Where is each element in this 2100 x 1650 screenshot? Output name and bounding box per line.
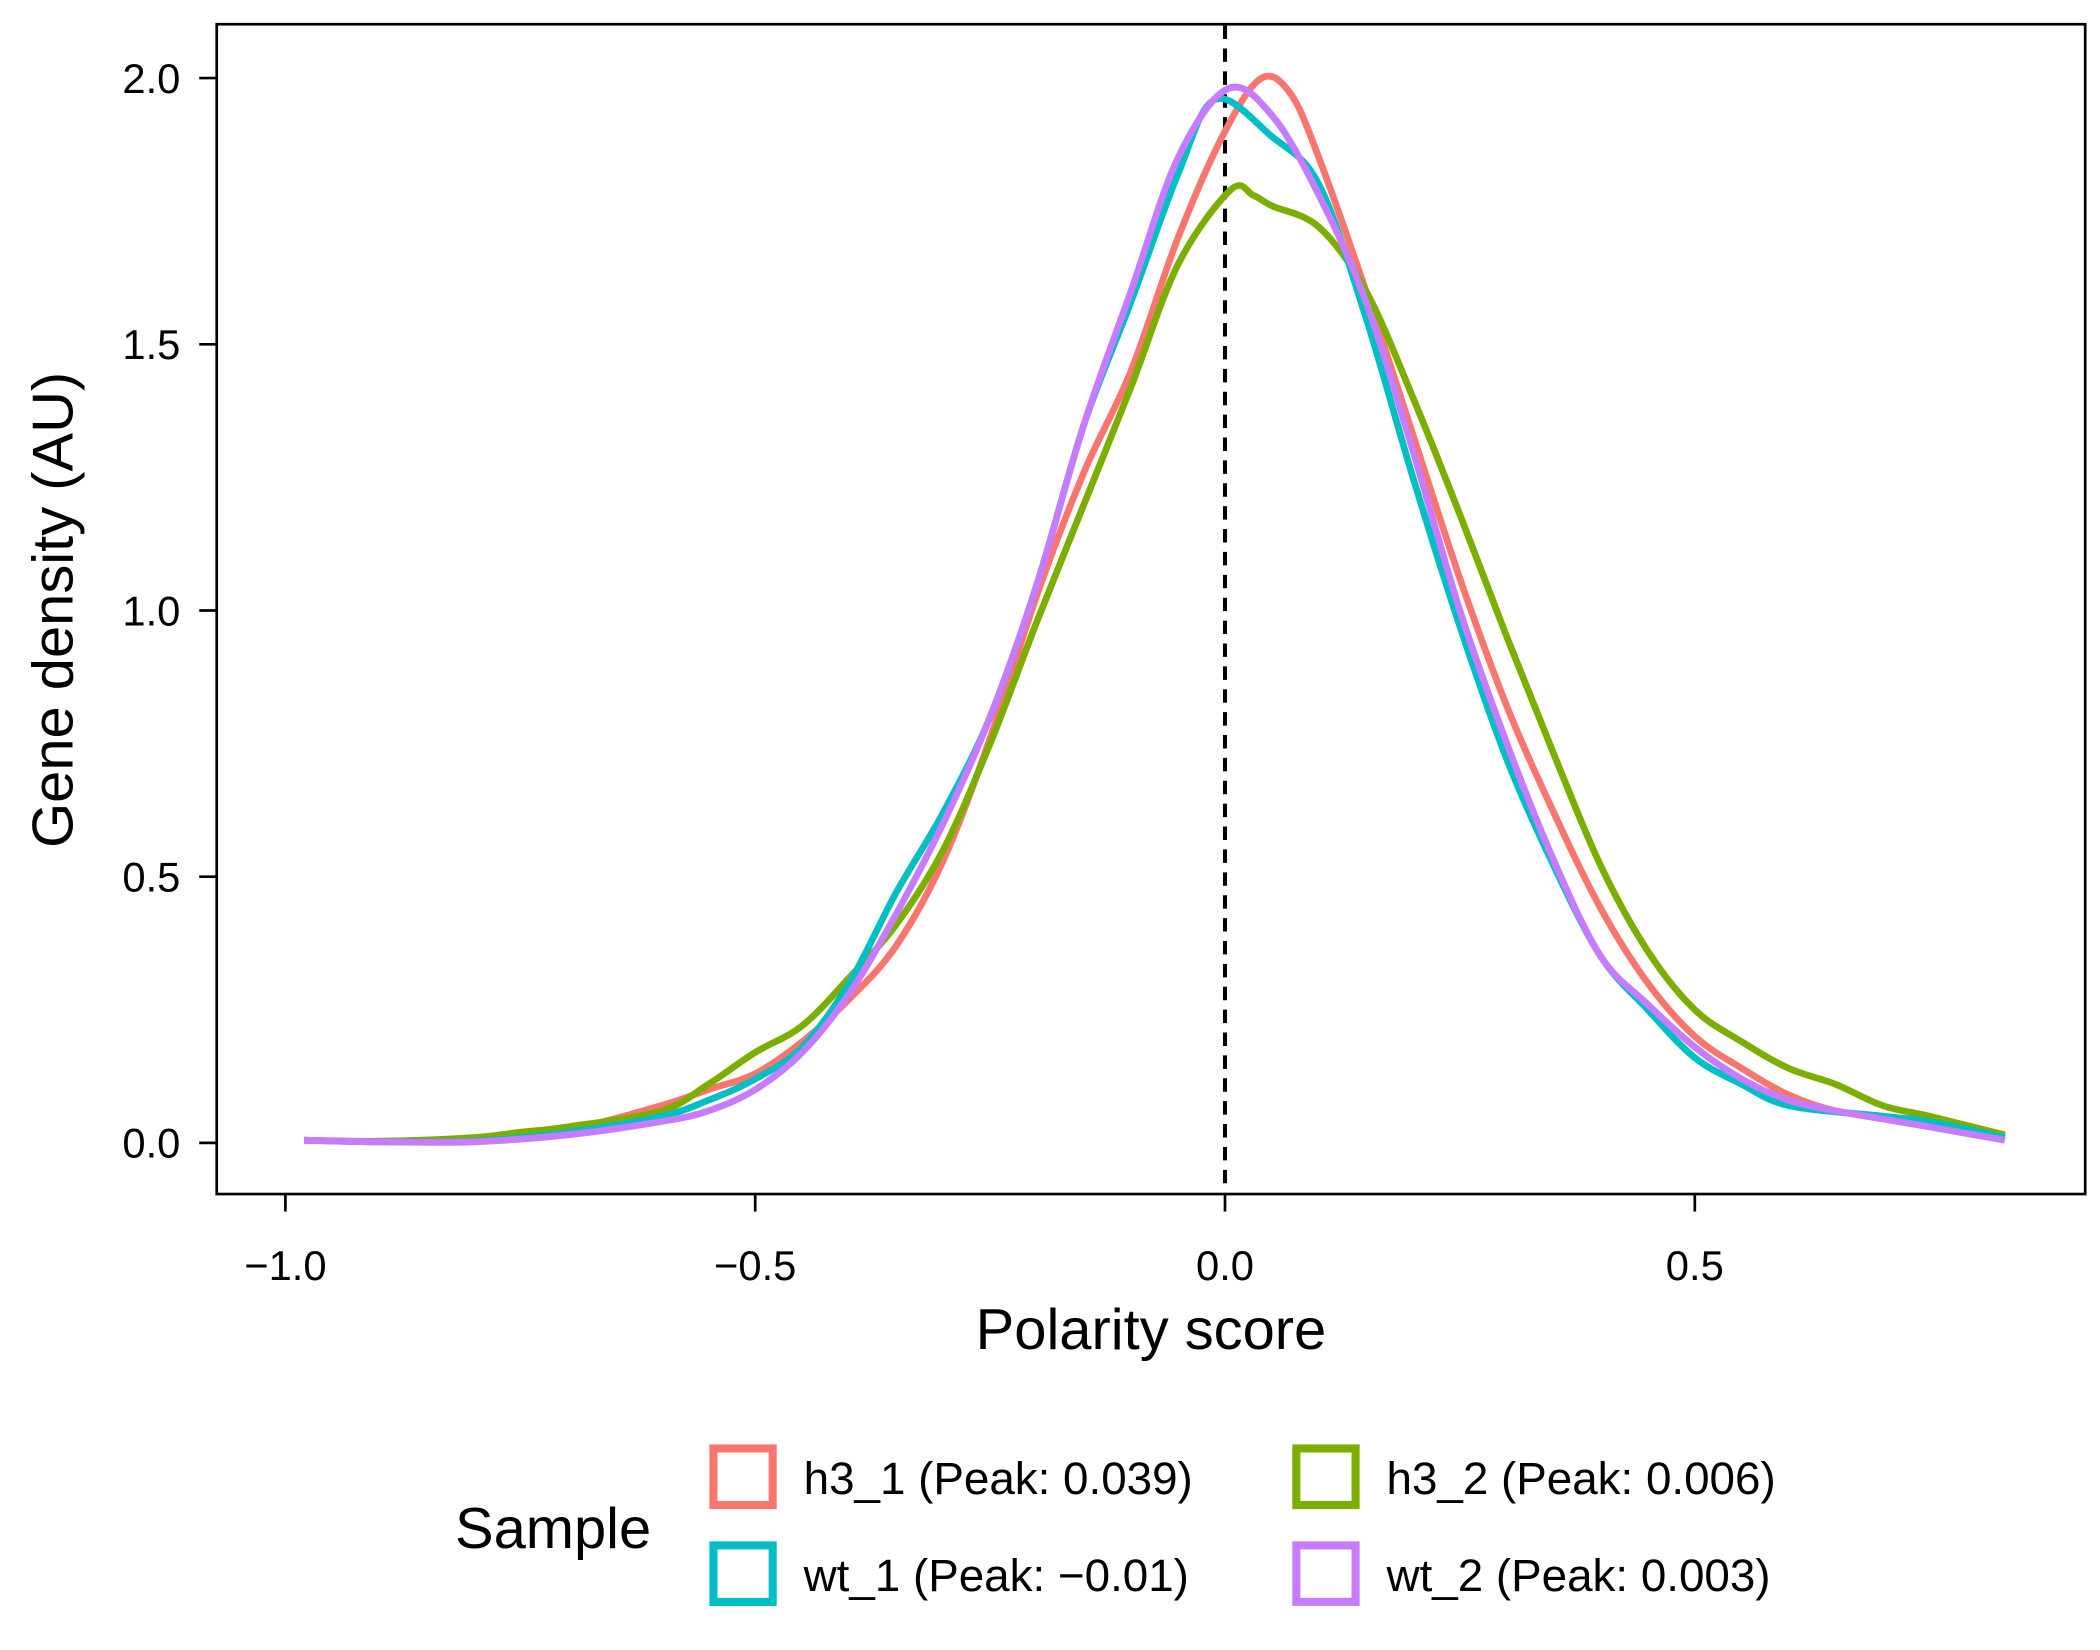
legend-item: h3_2 (Peak: 0.006)	[1292, 1444, 1776, 1510]
legend-item: h3_1 (Peak: 0.039)	[709, 1444, 1193, 1510]
x-axis-title: Polarity score	[976, 1298, 1327, 1362]
density-line-h3-1	[304, 72, 2006, 1145]
legend-key	[1292, 1444, 1360, 1510]
y-axis-title: Gene density (AU)	[22, 372, 86, 848]
legend-label: h3_2 (Peak: 0.006)	[1387, 1453, 1776, 1504]
y-tick-label: 0.0	[122, 1120, 180, 1167]
x-tick-label: −0.5	[714, 1242, 796, 1289]
x-tick-label: 0.0	[1196, 1242, 1254, 1289]
legend-label: h3_1 (Peak: 0.039)	[804, 1453, 1193, 1504]
legend: Sample h3_1 (Peak: 0.039) h3_2 (Peak: 0.0…	[455, 1444, 1776, 1606]
legend-label: wt_1 (Peak: −0.01)	[803, 1550, 1189, 1601]
plot-panel	[215, 22, 2087, 1196]
legend-title: Sample	[455, 1497, 651, 1561]
legend-label: wt_2 (Peak: 0.003)	[1386, 1550, 1771, 1601]
legend-key	[1292, 1541, 1360, 1606]
x-tick-label: 0.5	[1666, 1242, 1724, 1289]
x-tick-label: −1.0	[244, 1242, 326, 1289]
density-line-wt-2	[304, 83, 2006, 1146]
y-tick-label: 0.5	[122, 854, 180, 901]
legend-key	[709, 1444, 777, 1510]
legend-item: wt_2 (Peak: 0.003)	[1292, 1541, 1771, 1606]
density-line-h3-2	[304, 182, 2006, 1145]
legend-item: wt_1 (Peak: −0.01)	[709, 1541, 1189, 1606]
y-tick-label: 1.5	[122, 321, 180, 368]
y-tick-label: 1.0	[122, 587, 180, 634]
y-tick-label: 2.0	[122, 55, 180, 102]
legend-key	[709, 1541, 777, 1606]
